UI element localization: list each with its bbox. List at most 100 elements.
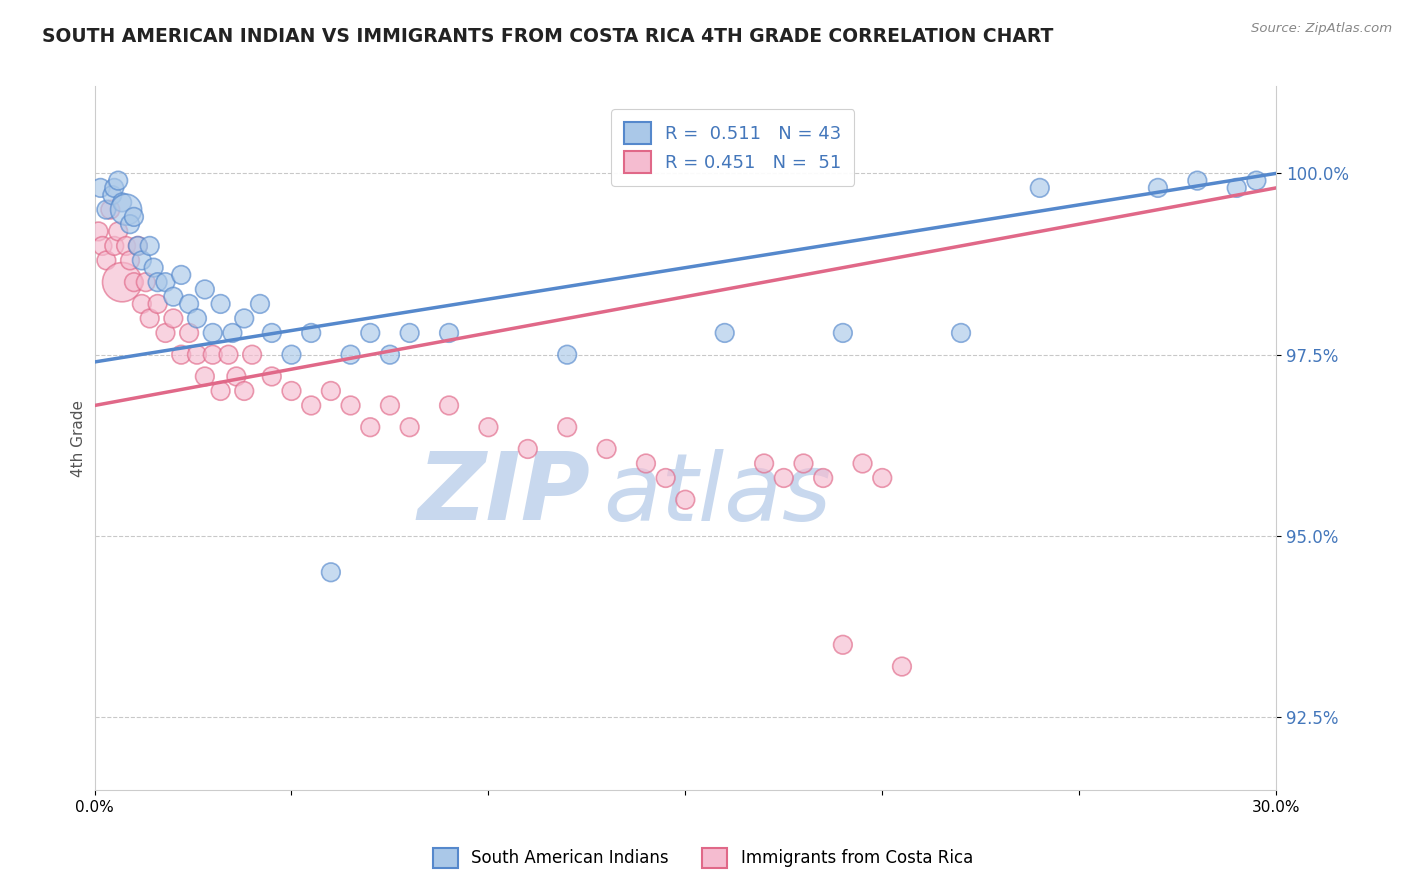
Point [713, 326, 735, 340]
Text: ZIP: ZIP [418, 449, 591, 541]
Point [555, 420, 578, 434]
Point [186, 311, 208, 326]
Point [91, 239, 114, 253]
Point [209, 384, 232, 398]
Point [233, 384, 256, 398]
Point [260, 369, 283, 384]
Point [186, 348, 208, 362]
Point [101, 188, 124, 202]
Point [950, 326, 973, 340]
Point [170, 348, 193, 362]
Point [131, 297, 153, 311]
Point [280, 384, 302, 398]
Point [831, 326, 853, 340]
Point [378, 399, 401, 413]
Point [118, 217, 141, 231]
Point [634, 457, 657, 471]
Point [811, 471, 834, 485]
Point [1187, 174, 1209, 188]
Point [89, 181, 111, 195]
Point [138, 311, 160, 326]
Point [96, 253, 118, 268]
Point [201, 348, 224, 362]
Point [177, 297, 200, 311]
Point [890, 659, 912, 673]
Point [209, 297, 232, 311]
Point [162, 290, 184, 304]
Point [155, 326, 177, 340]
Point [1246, 174, 1268, 188]
Point [131, 253, 153, 268]
Point [654, 471, 676, 485]
Point [107, 174, 129, 188]
Point [115, 239, 138, 253]
Legend: R =  0.511   N = 43, R = 0.451   N =  51: R = 0.511 N = 43, R = 0.451 N = 51 [612, 110, 853, 186]
Point [359, 420, 381, 434]
Point [851, 457, 873, 471]
Point [170, 268, 193, 282]
Point [299, 399, 322, 413]
Text: atlas: atlas [603, 449, 831, 540]
Point [111, 195, 134, 210]
Point [194, 282, 217, 296]
Point [752, 457, 775, 471]
Point [477, 420, 499, 434]
Point [398, 326, 420, 340]
Point [122, 210, 145, 224]
Text: SOUTH AMERICAN INDIAN VS IMMIGRANTS FROM COSTA RICA 4TH GRADE CORRELATION CHART: SOUTH AMERICAN INDIAN VS IMMIGRANTS FROM… [42, 27, 1053, 45]
Point [516, 442, 538, 456]
Point [127, 239, 149, 253]
Point [146, 297, 169, 311]
Point [146, 275, 169, 289]
Point [142, 260, 165, 275]
Point [249, 297, 271, 311]
Point [1029, 181, 1052, 195]
Point [595, 442, 617, 456]
Point [218, 348, 240, 362]
Point [339, 348, 361, 362]
Point [118, 253, 141, 268]
Point [280, 348, 302, 362]
Point [240, 348, 263, 362]
Point [87, 224, 110, 238]
Point [194, 369, 217, 384]
Point [437, 399, 460, 413]
Point [319, 566, 342, 580]
Point [177, 326, 200, 340]
Point [398, 420, 420, 434]
Point [115, 202, 138, 217]
Point [103, 239, 125, 253]
Point [122, 275, 145, 289]
Point [162, 311, 184, 326]
Point [138, 239, 160, 253]
Point [135, 275, 157, 289]
Point [103, 181, 125, 195]
Point [127, 239, 149, 253]
Point [870, 471, 893, 485]
Text: Source: ZipAtlas.com: Source: ZipAtlas.com [1251, 22, 1392, 36]
Point [155, 275, 177, 289]
Point [225, 369, 247, 384]
Point [96, 202, 118, 217]
Point [201, 326, 224, 340]
Point [1226, 181, 1249, 195]
Point [319, 384, 342, 398]
Y-axis label: 4th Grade: 4th Grade [72, 400, 86, 476]
Point [772, 471, 794, 485]
Legend: South American Indians, Immigrants from Costa Rica: South American Indians, Immigrants from … [426, 841, 980, 875]
Point [1147, 181, 1170, 195]
Point [555, 348, 578, 362]
Point [378, 348, 401, 362]
Point [299, 326, 322, 340]
Point [107, 224, 129, 238]
Point [359, 326, 381, 340]
Point [260, 326, 283, 340]
Point [221, 326, 243, 340]
Point [792, 457, 814, 471]
Point [831, 638, 853, 652]
Point [111, 275, 134, 289]
Point [339, 399, 361, 413]
Point [673, 492, 696, 507]
Point [98, 202, 121, 217]
Point [233, 311, 256, 326]
